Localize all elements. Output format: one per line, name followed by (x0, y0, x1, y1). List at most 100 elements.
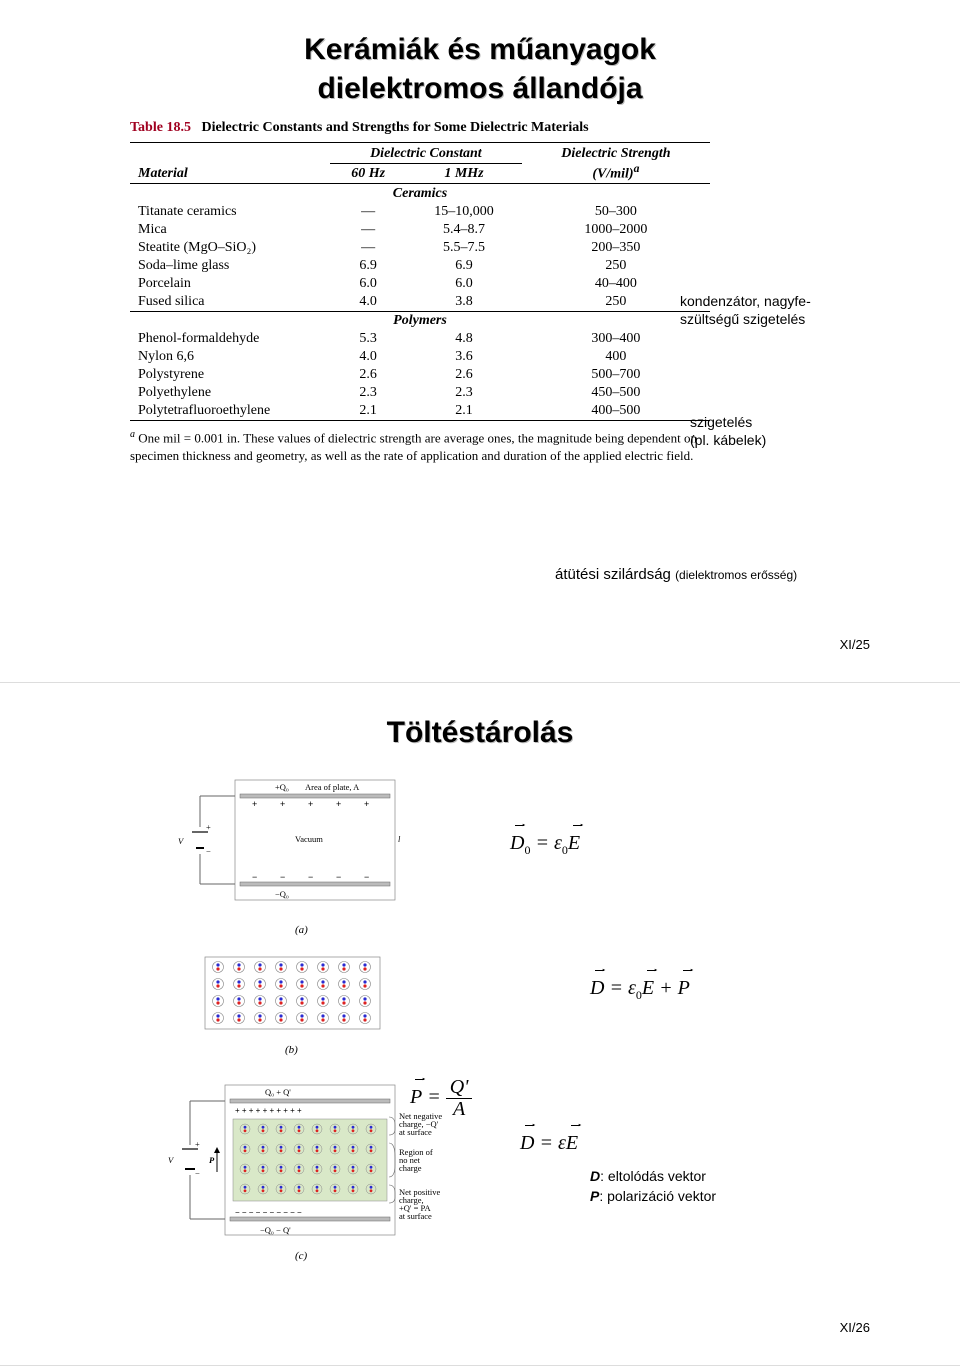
diagram-b (200, 952, 390, 1042)
legend-D-txt: : eltolódás vektor (600, 1168, 706, 1184)
cell-strength: 50–300 (522, 203, 710, 221)
eq1-eq: = (530, 832, 554, 854)
cell-material: Phenol-formaldehyde (130, 330, 330, 348)
cell-material: Polytetrafluoroethylene (130, 402, 330, 421)
col-1mhz: 1 MHz (406, 164, 522, 184)
equation-D0: D0 = ε0E (510, 832, 580, 858)
annot3-paren: (dielektromos erősség) (675, 568, 797, 582)
diagram-c: + + + + + + + + + + − − − − − − − − − − … (165, 1077, 445, 1247)
slide2-body: +++++ −−−−− V + − +Q₀ Area of plate, A V… (60, 772, 900, 1332)
vector-legend: D: eltolódás vektor P: polarizáció vekto… (590, 1167, 716, 1206)
eq3-eq: = (427, 1086, 446, 1108)
svg-text:+Q₀: +Q₀ (275, 782, 289, 792)
eq4-eq: = (534, 1132, 558, 1154)
equation-P: P = Q'A (410, 1077, 472, 1120)
cell-1mhz: 2.6 (406, 366, 522, 384)
eq1-E: E (568, 832, 580, 855)
col-60hz: 60 Hz (330, 164, 406, 184)
legend-P: P (590, 1188, 599, 1204)
annot3-main: átütési szilárdság (555, 566, 675, 583)
cell-60hz: 4.0 (330, 293, 406, 312)
cell-1mhz: 3.8 (406, 293, 522, 312)
svg-text:Net positivecharge,+Q' = PAat: Net positivecharge,+Q' = PAat surface (399, 1187, 441, 1221)
svg-text:−Q₀: −Q₀ (275, 889, 289, 899)
title-l2: dielektromos állandója (317, 72, 642, 105)
col-strength-l1: Dielectric Strength (561, 146, 670, 161)
table-row: Titanate ceramics—15–10,00050–300 (130, 203, 710, 221)
table-footnote: a One mil = 0.001 in. These values of di… (130, 428, 710, 464)
cell-strength: 300–400 (522, 330, 710, 348)
cell-1mhz: 5.5–7.5 (406, 239, 522, 257)
cell-material: Soda–lime glass (130, 257, 330, 275)
table-row: Mica—5.4–8.71000–2000 (130, 221, 710, 239)
annot1-l1: kondenzátor, nagyfe- (680, 293, 811, 309)
svg-text:+: + (206, 822, 211, 832)
cell-1mhz: 2.3 (406, 384, 522, 402)
equation-D-eps: D = εE (520, 1132, 578, 1155)
cell-strength: 40–400 (522, 275, 710, 293)
col-strength-l2: (V/mil) (592, 166, 633, 181)
footnote-text: One mil = 0.001 in. These values of diel… (130, 430, 697, 463)
svg-text:V: V (168, 1155, 175, 1165)
cell-strength: 400–500 (522, 402, 710, 421)
diagram-c-caption: (c) (295, 1250, 307, 1262)
section-polymers: Polymers (130, 312, 710, 330)
eq1-D: D (510, 832, 524, 855)
cell-60hz: 6.9 (330, 257, 406, 275)
cell-strength: 1000–2000 (522, 221, 710, 239)
svg-text:l: l (398, 834, 401, 844)
cell-1mhz: 6.0 (406, 275, 522, 293)
equation-D-full: D = ε0E + P (590, 977, 690, 1003)
cell-material: Polyethylene (130, 384, 330, 402)
svg-text:−: − (206, 846, 211, 856)
svg-text:Region ofno netcharge: Region ofno netcharge (399, 1147, 433, 1173)
cell-strength: 450–500 (522, 384, 710, 402)
table-desc: Dielectric Constants and Strengths for S… (201, 120, 588, 135)
diagram-a: +++++ −−−−− V + − +Q₀ Area of plate, A V… (170, 772, 430, 922)
cell-material: Steatite (MgO–SiO₂) (130, 239, 330, 257)
cell-60hz: — (330, 221, 406, 239)
legend-D: D (590, 1168, 600, 1184)
eq3-A: A (446, 1099, 473, 1120)
table-row: Steatite (MgO–SiO₂)—5.5–7.5200–350 (130, 239, 710, 257)
svg-text:− − − − − − − − − −: − − − − − − − − − − (235, 1208, 302, 1217)
annot1-l2: szültségű szigetelés (680, 311, 805, 327)
svg-text:−Q₀ − Q': −Q₀ − Q' (260, 1225, 291, 1235)
slide-2: Töltéstárolás +++++ −−−−− V + − +Q (0, 683, 960, 1366)
cell-1mhz: 6.9 (406, 257, 522, 275)
cell-60hz: — (330, 203, 406, 221)
annotation-breakdown: átütési szilárdság (dielektromos erősség… (555, 566, 797, 585)
eq2-E: E (642, 977, 654, 1000)
eq2-D: D (590, 977, 604, 1000)
svg-text:−: − (280, 872, 285, 882)
cell-material: Polystyrene (130, 366, 330, 384)
svg-text:−: − (364, 872, 369, 882)
cell-strength: 200–350 (522, 239, 710, 257)
annotation-capacitor: kondenzátor, nagyfe- szültségű szigetelé… (680, 293, 811, 328)
table-row: Nylon 6,64.03.6400 (130, 348, 710, 366)
cell-1mhz: 4.8 (406, 330, 522, 348)
svg-text:+: + (195, 1139, 200, 1149)
svg-text:+: + (364, 799, 369, 809)
svg-text:+: + (336, 799, 341, 809)
cell-material: Fused silica (130, 293, 330, 312)
eq2-eq: = (604, 977, 628, 999)
cell-1mhz: 5.4–8.7 (406, 221, 522, 239)
slide2-title: Töltéstárolás (60, 713, 900, 752)
page-number-1: XI/25 (840, 637, 870, 652)
eq2-eps: ε (628, 977, 636, 999)
slide-1: Kerámiák és műanyagok dielektromos állan… (0, 0, 960, 683)
svg-text:+ + + + + + + + + +: + + + + + + + + + + (235, 1106, 302, 1115)
svg-text:+: + (308, 799, 313, 809)
title-l1: Kerámiák és műanyagok (304, 33, 656, 66)
cell-60hz: 5.3 (330, 330, 406, 348)
cell-60hz: 2.3 (330, 384, 406, 402)
table-row: Soda–lime glass6.96.9250 (130, 257, 710, 275)
cell-1mhz: 3.6 (406, 348, 522, 366)
page-number-2: XI/26 (840, 1320, 870, 1335)
svg-text:V: V (178, 836, 185, 846)
table-caption: Table 18.5 Dielectric Constants and Stre… (130, 120, 900, 136)
svg-text:−: − (336, 872, 341, 882)
eq3-P: P (410, 1086, 422, 1109)
table-label: Table 18.5 (130, 120, 191, 135)
